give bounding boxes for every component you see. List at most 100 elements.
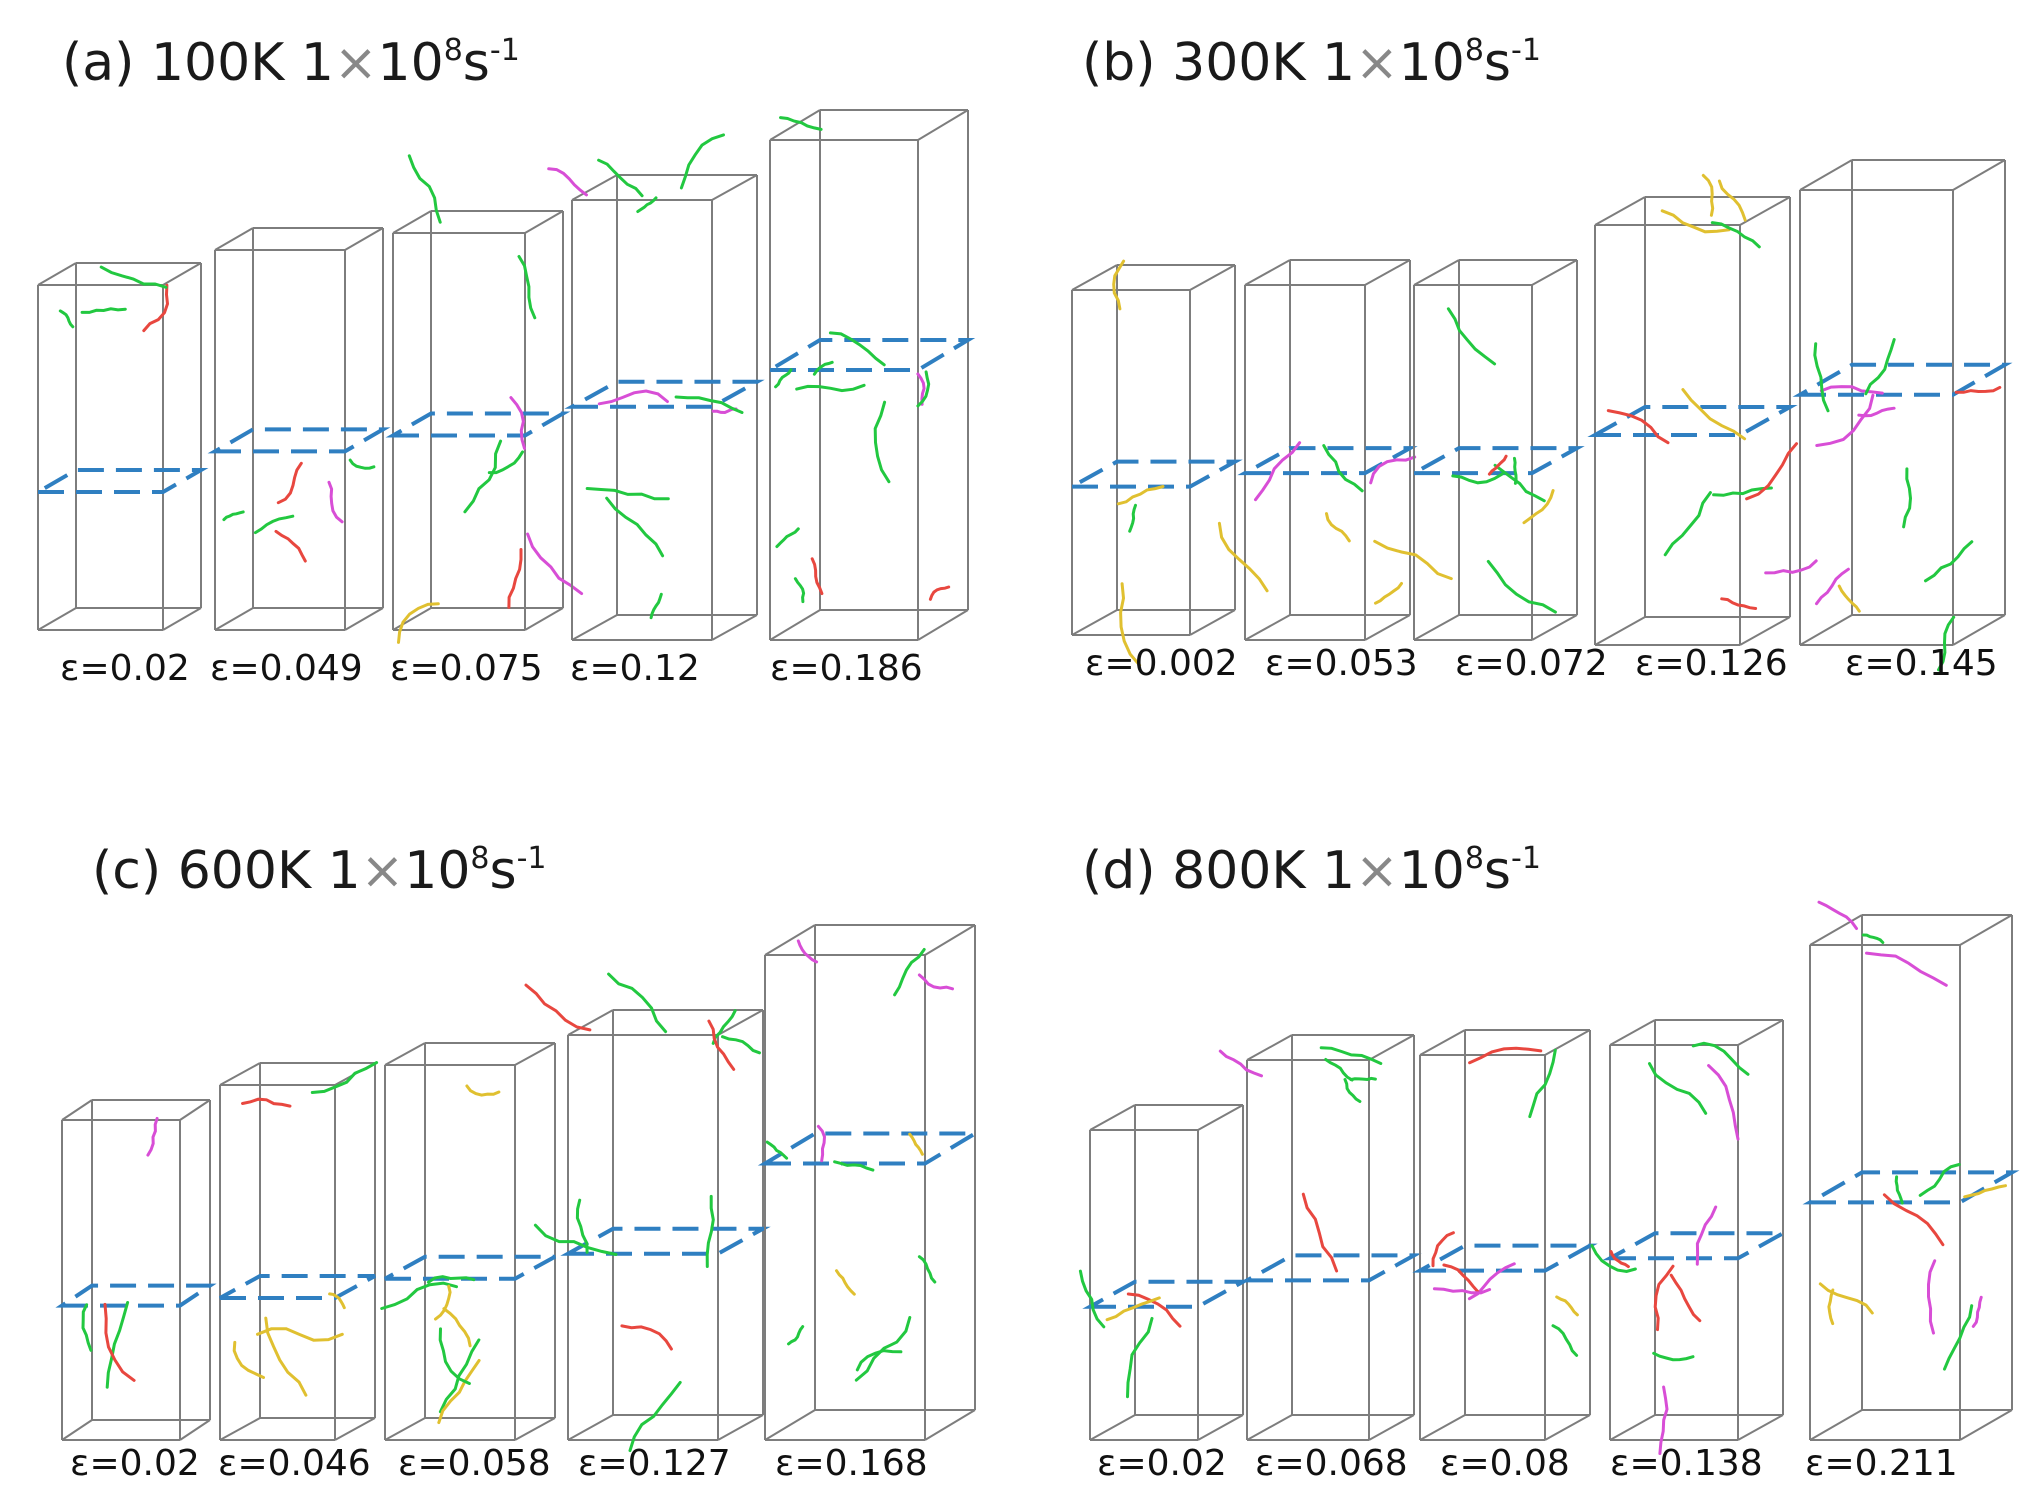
box-edge [917, 109, 969, 141]
dislocation-line [1861, 933, 1885, 944]
dislocation-line [765, 1140, 789, 1160]
panel-c-title: (c) 600K 1×108s-1 [92, 841, 547, 901]
dislocation-line [1374, 582, 1403, 605]
box-edge [1737, 1019, 1784, 1046]
dislocation-line [1963, 1184, 2007, 1199]
dislocation-line [1116, 485, 1165, 506]
sim-box [207, 227, 391, 631]
sim-box [1802, 900, 2020, 1441]
box-edge [37, 607, 77, 631]
box-edge [1089, 1414, 1136, 1441]
dislocation-line [434, 1284, 452, 1321]
dislocation-line [1902, 467, 1913, 529]
dislocation-line [705, 1194, 715, 1268]
box-edge [1413, 614, 1460, 641]
sim-box [219, 1061, 379, 1441]
dislocation-line [1712, 486, 1773, 497]
dislocation-line [253, 514, 295, 535]
dislocation-line [855, 1349, 903, 1372]
dislocation-line [1369, 455, 1417, 485]
slip-plane [762, 338, 976, 372]
dislocation-line [397, 602, 440, 644]
dislocation-line [146, 1116, 159, 1157]
dislocation-line [674, 395, 744, 414]
dislocation-line [1857, 406, 1896, 418]
dislocation-line [1971, 1295, 1983, 1328]
dislocation-line [636, 196, 658, 213]
box-edge [1609, 1019, 1656, 1046]
dislocation-line [1126, 1316, 1154, 1399]
dislocation-line [1819, 385, 1884, 395]
dislocation-line [1653, 1264, 1675, 1332]
dislocation-line [232, 1340, 265, 1379]
dislocation-line [1837, 584, 1861, 613]
dislocation-line [1817, 900, 1858, 930]
dislocation-line [426, 1275, 476, 1284]
dislocation-line [328, 1292, 346, 1310]
dislocation-line [507, 548, 523, 609]
box-edge [1368, 1414, 1415, 1441]
box-edge [1364, 259, 1411, 286]
dislocation-line [1937, 615, 1956, 672]
dislocation-line [1486, 559, 1557, 614]
dislocation-line [1864, 338, 1896, 396]
box-edge [711, 174, 758, 201]
slip-plane [1792, 362, 2013, 397]
dislocation-line [1301, 1192, 1339, 1273]
box-edge [1609, 1414, 1656, 1441]
sim-box [762, 109, 976, 641]
dislocation-line [1943, 1304, 1974, 1371]
dislocation-line [1325, 512, 1351, 543]
dislocation-line [517, 255, 537, 320]
box-edge [524, 210, 564, 234]
box-edge [1419, 1029, 1466, 1056]
strain-label: ε=0.127 [578, 1443, 731, 1484]
box-edge [1419, 1414, 1466, 1441]
box-edge [769, 109, 821, 141]
box-edge [1244, 614, 1291, 641]
dislocation-line [597, 158, 644, 198]
dislocation-line [524, 983, 592, 1032]
box-edge [1531, 259, 1578, 286]
dislocation-line [1105, 1296, 1161, 1322]
sim-box [1587, 173, 1798, 646]
slip-plane [385, 411, 571, 438]
dislocation-line [1818, 1282, 1874, 1315]
box-edge [1197, 1414, 1244, 1441]
box-edge [334, 1417, 376, 1441]
dislocation-line [487, 450, 524, 475]
dislocation-line [908, 1132, 924, 1156]
strain-label: ε=0.053 [1265, 643, 1418, 684]
dislocation-line [893, 948, 926, 997]
dislocation-line [1590, 1244, 1637, 1274]
dislocation-line [1882, 1193, 1945, 1247]
strain-label: ε=0.02 [70, 1443, 200, 1484]
strain-label: ε=0.02 [1097, 1443, 1227, 1484]
sim-box [55, 1099, 217, 1441]
box-edge [764, 924, 816, 956]
dislocation-line [607, 972, 668, 1034]
dislocation-line [1126, 1292, 1182, 1328]
box-edge [567, 1414, 614, 1441]
box-edge [179, 1419, 211, 1441]
dislocation-line [465, 1084, 501, 1097]
box-edge [524, 607, 564, 631]
simulation-boxes [30, 109, 2020, 1455]
box-edge [924, 1409, 976, 1441]
dislocation-line [1322, 444, 1364, 493]
sim-box [30, 262, 209, 631]
dislocation-line [873, 400, 891, 484]
box-edge [384, 1042, 426, 1066]
dislocation-line [437, 1359, 481, 1425]
box-edge [769, 609, 821, 641]
dislocation-line [787, 1325, 805, 1346]
box-edge [1197, 1104, 1244, 1131]
dislocation-line [796, 939, 819, 964]
panel-b-title: (b) 300K 1×108s-1 [1082, 33, 1541, 93]
dislocation-line [1451, 472, 1504, 485]
dislocation-line [1918, 1163, 1961, 1197]
dislocation-line [1468, 1046, 1543, 1065]
box-edge [162, 262, 202, 286]
dislocation-line [438, 1338, 481, 1414]
slip-plane [757, 1131, 983, 1166]
